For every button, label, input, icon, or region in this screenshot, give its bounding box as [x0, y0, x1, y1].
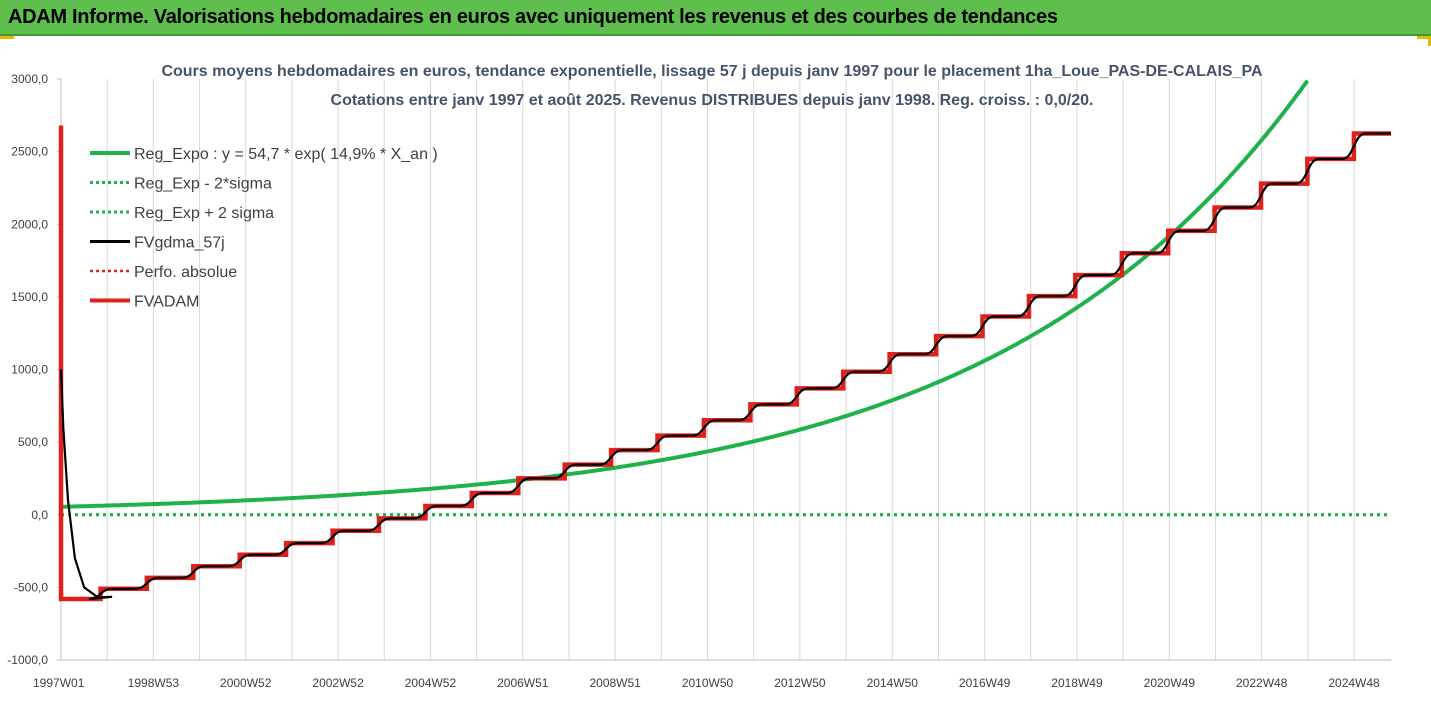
legend-label: Reg_Exp - 2*sigma — [134, 176, 272, 193]
chart-subtitle: Cotations entre janv 1997 et août 2025. … — [331, 92, 1094, 109]
legend-label: Reg_Exp + 2 sigma — [134, 205, 274, 222]
x-tick-label: 2012W50 — [774, 676, 826, 690]
x-tick-label: 2014W50 — [867, 676, 919, 690]
series-reg-expo — [60, 79, 1310, 509]
x-tick-label: 2022W48 — [1236, 676, 1288, 690]
grid-lines — [106, 79, 1355, 660]
x-tick-label: 2004W52 — [405, 676, 457, 690]
y-tick-label: -1000,0 — [7, 653, 48, 667]
tick-labels: 1997W01 1998W53 2000W52 2002W52 2004W52 2006W… — [7, 72, 1380, 690]
x-tick-label: 2002W52 — [312, 676, 364, 690]
x-tick-label: 2010W50 — [682, 676, 734, 690]
corner-mark-left — [0, 36, 14, 39]
axes — [57, 78, 1391, 661]
report-title: ADAM Informe. Valorisations hebdomadaire… — [8, 6, 1058, 28]
y-tick-label: 2500,0 — [11, 145, 48, 159]
legend-label: Perfo. absolue — [134, 264, 237, 281]
chart-frame: 1997W01 1998W53 2000W52 2002W52 2004W52 2006W… — [0, 37, 1431, 718]
series-fvgdma-57j — [59, 132, 1391, 601]
corner-mark-right — [1417, 36, 1431, 39]
x-tick-label: 1997W01 — [33, 676, 85, 690]
y-tick-label: 3000,0 — [11, 72, 48, 86]
legend-label: FVADAM — [134, 294, 199, 311]
x-tick-label: 2008W51 — [589, 676, 641, 690]
y-tick-label: -500,0 — [14, 580, 48, 594]
line-chart: 1997W01 1998W53 2000W52 2002W52 2004W52 2006W… — [7, 63, 1391, 690]
series-lines — [58, 79, 1391, 602]
x-tick-label: 2006W51 — [497, 676, 549, 690]
legend-label: Reg_Expo : y = 54,7 * exp( 14,9% * X_an … — [134, 146, 438, 163]
y-tick-label: 1000,0 — [11, 363, 48, 377]
x-tick-label: 2018W49 — [1051, 676, 1103, 690]
chart-title: Cours moyens hebdomadaires en euros, ten… — [161, 63, 1263, 80]
corner-mark-right-v — [1428, 36, 1431, 46]
legend-label: FVgdma_57j — [134, 235, 225, 252]
y-tick-label: 2000,0 — [11, 217, 48, 231]
x-tick-label: 2000W52 — [220, 676, 272, 690]
legend: Reg_Expo : y = 54,7 * exp( 14,9% * X_an … — [90, 146, 438, 311]
x-tick-label: 1998W53 — [128, 676, 180, 690]
x-tick-label: 2020W49 — [1144, 676, 1196, 690]
x-tick-label: 2016W49 — [959, 676, 1011, 690]
y-tick-label: 0,0 — [31, 508, 48, 522]
report-banner: ADAM Informe. Valorisations hebdomadaire… — [0, 0, 1431, 36]
y-tick-label: 500,0 — [18, 435, 48, 449]
x-tick-label: 2024W48 — [1328, 676, 1380, 690]
series-fvadam — [58, 125, 1391, 602]
y-tick-label: 1500,0 — [11, 290, 48, 304]
